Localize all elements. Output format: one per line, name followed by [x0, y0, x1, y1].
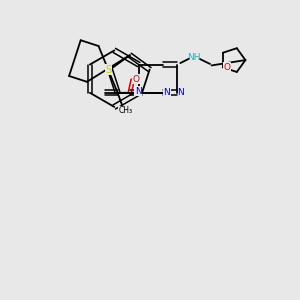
- Text: O: O: [133, 75, 140, 84]
- Text: N: N: [178, 88, 184, 97]
- Text: O: O: [223, 63, 230, 72]
- Text: S: S: [106, 64, 112, 74]
- Text: NH: NH: [187, 52, 200, 62]
- Text: CH₃: CH₃: [119, 106, 133, 115]
- Text: N: N: [164, 88, 170, 97]
- Text: N: N: [135, 87, 142, 96]
